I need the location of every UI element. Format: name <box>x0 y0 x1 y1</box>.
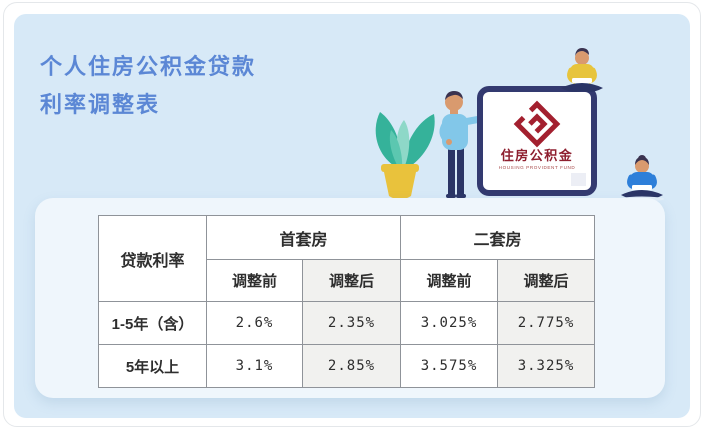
rate-value: 3.575% <box>400 344 498 388</box>
row-label: 5年以上 <box>98 344 207 388</box>
rate-value: 3.025% <box>400 301 498 345</box>
group-header-first-home: 首套房 <box>206 215 401 260</box>
rate-value: 2.85% <box>302 344 401 388</box>
sub-header-after-1: 调整后 <box>302 259 401 302</box>
corner-header-cell: 贷款利率 <box>98 215 207 302</box>
rate-value: 2.775% <box>497 301 595 345</box>
table-row: 1-5年（含） 2.6% 2.35% 3.025% 2.775% <box>98 301 595 345</box>
group-header-second-home: 二套房 <box>400 215 595 260</box>
table-row: 5年以上 3.1% 2.85% 3.575% 3.325% <box>98 344 595 388</box>
sitting-person-right <box>620 155 664 202</box>
board-logo-title: 住房公积金 <box>501 148 574 163</box>
sitting-person-top <box>561 48 603 92</box>
sub-header-before-1: 调整前 <box>206 259 303 302</box>
page-title: 个人住房公积金贷款 利率调整表 <box>40 48 256 124</box>
rate-value: 3.1% <box>206 344 303 388</box>
rate-value: 2.6% <box>206 301 303 345</box>
rate-value: 3.325% <box>497 344 595 388</box>
rate-table: 贷款利率 首套房 二套房 调整前 调整后 调整前 调整后 1-5年（含） 2.6… <box>98 215 595 388</box>
rate-value: 2.35% <box>302 301 401 345</box>
provident-fund-logo-icon <box>513 100 561 148</box>
page-title-line2: 利率调整表 <box>40 92 161 117</box>
sub-header-after-2: 调整后 <box>497 259 595 302</box>
page-frame <box>3 2 701 427</box>
board-logo-subtitle: HOUSING PROVIDENT FUND <box>499 165 576 170</box>
plant-illustration <box>375 112 435 200</box>
sign-board: 住房公积金 HOUSING PROVIDENT FUND <box>477 86 597 196</box>
illustration-scene: 住房公积金 HOUSING PROVIDENT FUND <box>375 48 664 202</box>
row-label: 1-5年（含） <box>98 301 207 345</box>
table-sub-header-row: 调整前 调整后 调整前 调整后 <box>99 259 595 302</box>
page-title-line1: 个人住房公积金贷款 <box>40 54 257 79</box>
table-group-header-row: 贷款利率 首套房 二套房 <box>98 215 595 302</box>
sub-header-before-2: 调整前 <box>400 259 498 302</box>
